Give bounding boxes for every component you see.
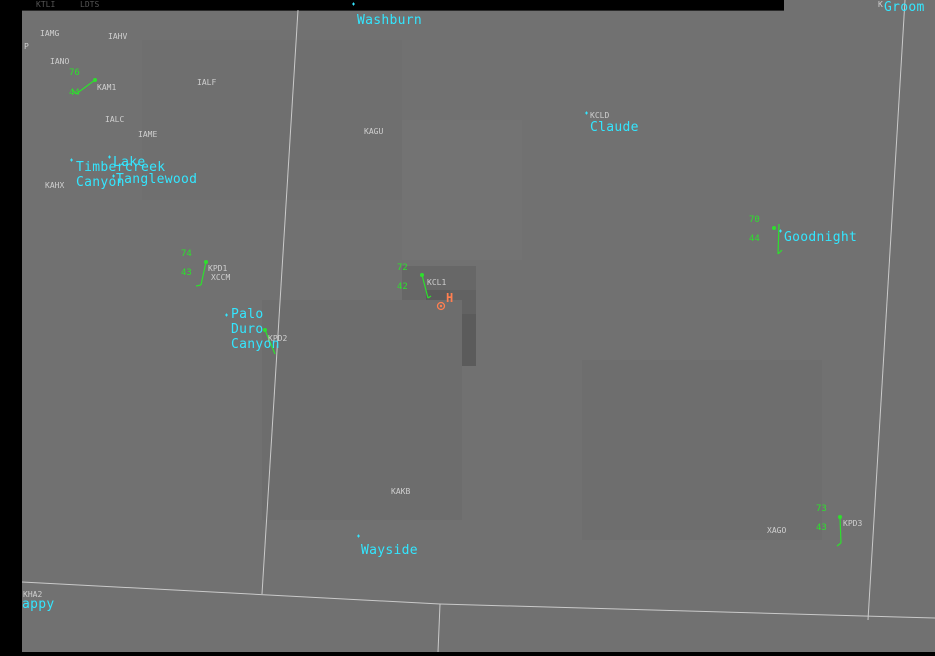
city-marker — [352, 2, 355, 6]
station-label[interactable]: IANO — [50, 57, 70, 66]
station-temp: 76 — [69, 68, 80, 78]
city-label-claude[interactable]: Claude — [590, 120, 639, 135]
station-label[interactable]: IALF — [197, 78, 217, 87]
station-label[interactable]: KAKB — [391, 487, 411, 496]
station-label[interactable]: KPD3 — [843, 519, 863, 528]
radar-cell — [582, 360, 822, 540]
station-label[interactable]: KCLD — [590, 111, 610, 120]
wind-barb — [777, 223, 783, 255]
city-marker — [70, 158, 73, 162]
wind-barb — [195, 261, 207, 287]
station-label[interactable]: KHA2 — [23, 590, 43, 599]
city-label-goodnight[interactable]: Goodnight — [784, 230, 858, 245]
city-marker — [108, 155, 111, 159]
city-marker — [225, 313, 228, 317]
station-label[interactable]: XCCM — [211, 273, 231, 282]
storm-marker-dot — [439, 304, 443, 308]
station-label[interactable]: KPD2 — [268, 334, 288, 343]
station-temp: 72 — [397, 263, 408, 273]
county-line — [21, 581, 441, 605]
city-marker — [112, 174, 115, 178]
radar-cell — [262, 300, 462, 520]
city-label-wayside[interactable]: Wayside — [361, 543, 418, 558]
station-label[interactable]: XAGO — [767, 526, 787, 535]
city-marker — [357, 534, 360, 538]
storm-marker-ring — [436, 301, 446, 311]
station-dot — [263, 328, 267, 332]
county-line — [261, 9, 299, 595]
storm-cell-label[interactable]: H — [446, 291, 454, 305]
station-label[interactable]: KCL1 — [427, 278, 447, 287]
left-border — [0, 0, 22, 656]
city-marker — [779, 229, 782, 233]
station-label[interactable]: IAME — [138, 130, 158, 139]
station-dewpoint: 44 — [69, 88, 80, 98]
station-label[interactable]: KAHX — [45, 181, 65, 190]
top-panel: KTLI LDTS — [22, 0, 784, 11]
station-temp: 74 — [181, 249, 192, 259]
header-text: KTLI — [36, 0, 56, 9]
station-label[interactable]: K — [878, 0, 883, 9]
county-line — [437, 603, 441, 653]
station-temp: 70 — [749, 215, 760, 225]
city-marker — [585, 111, 588, 115]
city-label-lake[interactable]: Lake — [113, 155, 146, 170]
station-label[interactable]: KAM1 — [97, 83, 117, 92]
city-label-tanglewood[interactable]: Tanglewood — [116, 172, 198, 187]
station-dewpoint: 42 — [397, 282, 408, 292]
radar-cell — [142, 40, 402, 200]
city-label-timbercreek[interactable]: Timbercreek Canyon — [76, 160, 166, 190]
station-dot — [93, 78, 97, 82]
station-label[interactable]: P — [24, 42, 29, 51]
station-dot — [772, 226, 776, 230]
station-dot — [838, 515, 842, 519]
station-label[interactable]: KAGU — [364, 127, 384, 136]
station-dot — [420, 273, 424, 277]
radar-map[interactable] — [22, 0, 935, 652]
wind-barb — [421, 274, 432, 299]
header-text: LDTS — [80, 0, 100, 9]
station-label[interactable]: IALC — [105, 115, 125, 124]
station-label[interactable]: IAHV — [108, 32, 128, 41]
wind-barb — [71, 79, 96, 95]
county-line — [867, 0, 906, 621]
wind-barb — [264, 329, 276, 355]
county-line — [439, 603, 935, 619]
city-label-groom[interactable]: Groom — [884, 0, 925, 15]
station-temp: 73 — [816, 504, 827, 514]
radar-cell — [402, 120, 522, 260]
station-dot — [204, 260, 208, 264]
station-label[interactable]: KPD1 — [208, 264, 228, 273]
bottom-border — [0, 652, 935, 656]
station-dewpoint: 43 — [181, 268, 192, 278]
station-label[interactable]: IAMG — [40, 29, 60, 38]
wind-barb — [836, 516, 842, 547]
city-label-palo-duro[interactable]: Palo Duro Canyon — [231, 307, 280, 352]
city-label-washburn[interactable]: Washburn — [357, 13, 423, 28]
city-label-happy[interactable]: appy — [22, 597, 55, 612]
station-dewpoint: 44 — [749, 234, 760, 244]
station-dewpoint: 43 — [816, 523, 827, 533]
